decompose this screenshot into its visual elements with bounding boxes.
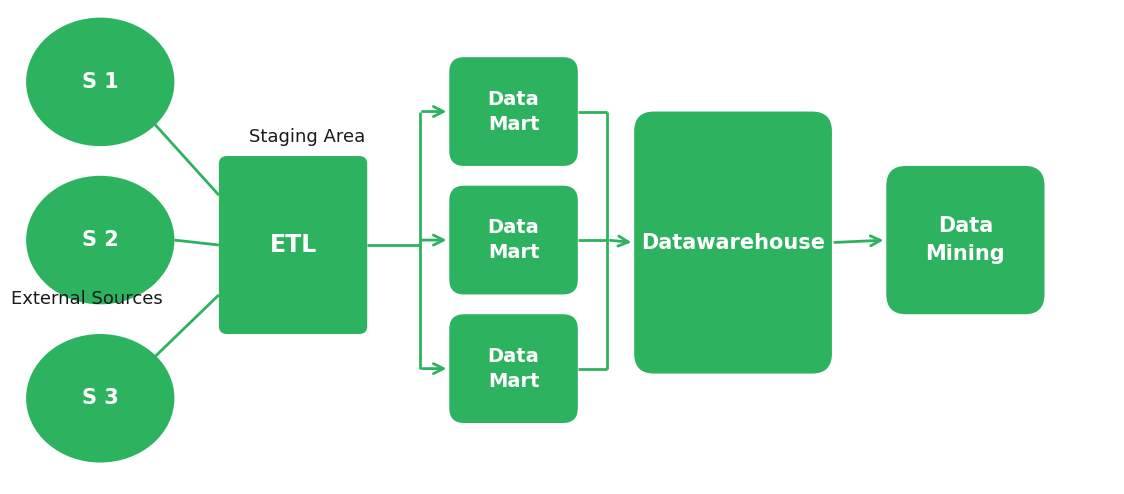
FancyBboxPatch shape — [887, 166, 1044, 314]
Text: Datawarehouse: Datawarehouse — [641, 233, 825, 252]
Text: S 3: S 3 — [82, 388, 119, 408]
FancyBboxPatch shape — [634, 112, 832, 373]
Text: Data
Mart: Data Mart — [488, 347, 540, 391]
Ellipse shape — [26, 176, 174, 304]
Ellipse shape — [26, 334, 174, 462]
Text: Data
Mart: Data Mart — [488, 89, 540, 133]
Text: Data
Mart: Data Mart — [488, 218, 540, 262]
FancyBboxPatch shape — [219, 156, 368, 334]
FancyBboxPatch shape — [450, 314, 578, 423]
FancyBboxPatch shape — [450, 57, 578, 166]
Text: Staging Area: Staging Area — [248, 128, 365, 146]
Text: External Sources: External Sources — [11, 290, 163, 308]
Text: S 2: S 2 — [82, 230, 119, 250]
FancyBboxPatch shape — [450, 186, 578, 294]
Ellipse shape — [26, 18, 174, 146]
Text: S 1: S 1 — [82, 72, 119, 92]
Text: Data
Mining: Data Mining — [925, 216, 1005, 264]
Text: ETL: ETL — [270, 233, 317, 257]
